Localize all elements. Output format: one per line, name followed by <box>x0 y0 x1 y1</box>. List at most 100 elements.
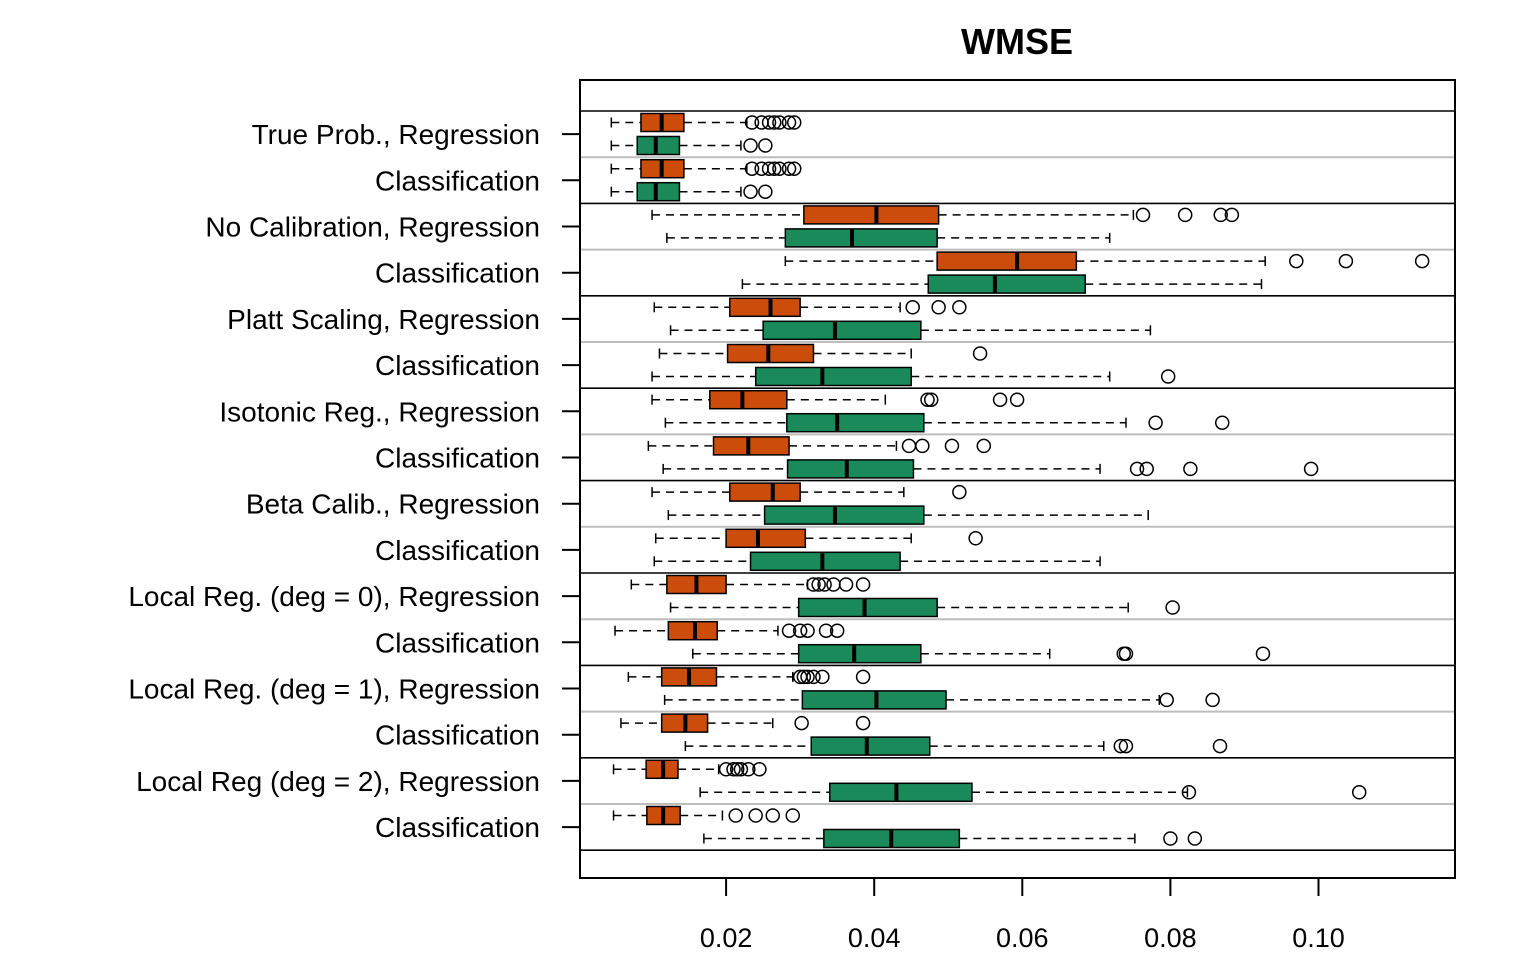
outlier-point <box>1181 785 1197 800</box>
y-tick-label: No Calibration, Regression <box>205 212 540 243</box>
outlier-point <box>944 438 960 454</box>
outlier-point <box>772 115 787 130</box>
outlier-point <box>976 438 992 454</box>
outlier-point <box>761 115 777 130</box>
outlier-point <box>1139 461 1154 477</box>
outlier-point <box>1177 207 1193 223</box>
y-tick-label: Local Reg (deg = 2), Regression <box>136 766 540 797</box>
y-axis: True Prob., Regression Classification No C… <box>128 119 580 843</box>
outlier-point <box>785 808 800 823</box>
green-box <box>927 274 1086 294</box>
outlier-point <box>1118 738 1134 754</box>
outlier-point <box>1113 738 1129 754</box>
green-box <box>829 782 973 803</box>
outlier-point <box>915 438 930 454</box>
outlier-point <box>1224 207 1240 223</box>
orange-box <box>712 436 790 456</box>
outlier-point <box>772 161 787 176</box>
outlier-point <box>800 623 815 638</box>
outlier-point <box>1414 253 1430 269</box>
y-tick-label: Classification <box>375 258 540 289</box>
group-separators <box>580 110 1455 852</box>
outlier-point <box>931 300 946 315</box>
outlier-point <box>754 161 769 176</box>
outlier-point <box>811 577 826 592</box>
outlier-point <box>786 161 802 176</box>
outlier-point <box>796 669 812 685</box>
y-tick-label: Beta Calib., Regression <box>246 489 540 520</box>
green-box <box>786 412 925 433</box>
x-axis: 0.02 0.04 0.06 0.08 0.10 <box>700 877 1345 953</box>
outlier-point <box>1129 461 1145 477</box>
x-tick-label: 0.06 <box>996 923 1049 953</box>
y-tick-label: Isotonic Reg., Regression <box>219 396 540 427</box>
outlier-point <box>1213 207 1229 223</box>
outlier-point <box>794 715 809 731</box>
y-tick-label: Classification <box>375 443 540 474</box>
outlier-point <box>728 808 743 823</box>
green-box <box>763 505 925 525</box>
outlier-point <box>968 531 983 546</box>
green-box <box>636 181 681 202</box>
outlier-point <box>1183 461 1198 477</box>
green-box <box>797 643 922 664</box>
outlier-point <box>1187 831 1203 846</box>
outlier-point <box>1135 207 1151 223</box>
outlier-point <box>829 623 845 638</box>
outlier-point <box>758 138 773 153</box>
orange-box <box>729 482 801 502</box>
green-box <box>636 135 681 156</box>
chart-title: WMSE <box>961 21 1073 62</box>
green-box <box>762 320 922 341</box>
outlier-point <box>748 808 763 823</box>
outlier-point <box>1205 692 1220 708</box>
y-tick-label: Local Reg. (deg = 0), Regression <box>128 581 540 612</box>
outliers <box>718 115 1430 846</box>
outlier-point <box>752 762 767 777</box>
boxes <box>636 112 1086 849</box>
outlier-point <box>838 577 854 592</box>
x-tick-label: 0.10 <box>1292 923 1345 953</box>
outlier-point <box>817 577 832 592</box>
outlier-point <box>733 762 749 777</box>
outlier-point <box>781 623 797 638</box>
outlier-point <box>744 115 760 130</box>
outlier-point <box>766 115 782 130</box>
green-box <box>749 551 901 572</box>
y-tick-label: Classification <box>375 627 540 658</box>
outlier-point <box>744 161 760 176</box>
outlier-point <box>806 669 821 685</box>
outlier-point <box>718 762 734 777</box>
outlier-point <box>905 300 920 315</box>
y-tick-label: Platt Scaling, Regression <box>227 304 540 335</box>
outlier-point <box>923 392 939 407</box>
x-tick-label: 0.08 <box>1144 923 1197 953</box>
green-box <box>810 736 931 756</box>
y-tick-label: Classification <box>375 350 540 381</box>
outlier-point <box>741 762 756 777</box>
outlier-point <box>786 115 802 130</box>
outlier-point <box>1163 831 1178 846</box>
outlier-point <box>1009 392 1025 407</box>
outlier-point <box>1118 646 1134 661</box>
green-box <box>754 366 912 387</box>
y-tick-label: True Prob., Regression <box>252 119 540 150</box>
outlier-point <box>1289 253 1304 269</box>
outlier-point <box>781 161 797 176</box>
outlier-point <box>806 577 821 592</box>
outlier-point <box>818 623 834 638</box>
outlier-point <box>765 808 781 823</box>
outlier-point <box>952 484 967 500</box>
outlier-point <box>1165 600 1180 615</box>
outlier-point <box>972 346 988 361</box>
outlier-point <box>855 715 871 731</box>
outlier-point <box>952 300 967 315</box>
orange-box <box>729 297 801 318</box>
x-tick-label: 0.02 <box>700 923 753 953</box>
green-box <box>797 597 938 618</box>
y-tick-label: Classification <box>375 720 540 751</box>
orange-box <box>667 620 718 641</box>
outlier-point <box>729 762 745 777</box>
outlier-point <box>761 161 777 176</box>
